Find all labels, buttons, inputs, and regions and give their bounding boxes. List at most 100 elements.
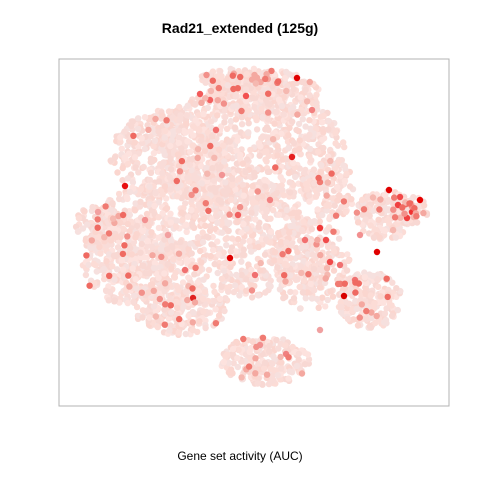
cell-point [267,228,275,235]
cell-point [234,218,241,226]
cell-point [174,304,181,311]
cell-point [334,197,341,204]
cell-point [225,359,233,367]
cell-point [243,156,251,163]
cell-point [233,271,240,279]
high-activity-point [322,236,330,244]
mid-activity-point [245,363,253,370]
cell-point [224,82,231,89]
cell-point [381,227,388,234]
mid-activity-point [324,179,331,186]
cell-point [274,152,281,159]
cell-point [239,238,247,245]
cell-point [133,303,141,311]
cell-point [206,227,214,234]
cell-point [284,83,291,90]
cell-point [304,251,312,258]
cell-point [192,117,199,124]
mid-activity-point [175,250,183,257]
cell-point [131,139,138,146]
cell-point [146,176,154,184]
cell-point [119,164,126,172]
high-activity-point [141,216,149,224]
cell-point [248,294,256,301]
cell-point [131,292,138,299]
cell-point [270,182,277,190]
mid-activity-point [130,132,137,139]
cell-point [87,244,94,251]
cell-point [188,207,195,214]
cell-point [192,213,199,220]
cell-point [227,118,235,125]
cell-point [147,169,155,176]
cell-point [283,239,290,246]
cell-point [124,220,131,228]
mid-activity-point [390,206,397,213]
cell-point [235,67,242,75]
cell-point [243,287,250,294]
cell-point [283,206,291,214]
cell-point [318,266,326,273]
cell-point [286,124,293,132]
mid-activity-point [391,194,398,201]
cell-point [119,177,126,184]
cell-point [324,296,331,304]
cell-point [143,254,151,261]
cell-point [216,295,224,302]
cell-point [220,267,228,275]
cell-point [184,174,191,181]
cell-point [301,361,309,368]
cell-point [354,219,362,226]
cell-point [96,243,103,251]
cell-point [233,338,240,346]
cell-point [113,266,121,273]
cell-point [213,90,220,98]
cell-point [325,117,332,125]
cell-point [277,238,285,246]
mid-activity-point [399,204,406,211]
cell-point [195,201,202,208]
mid-activity-point [305,271,312,278]
cell-point [111,298,118,305]
cell-point [331,202,338,209]
cell-point [335,159,342,166]
cell-point [334,184,341,191]
mid-activity-point [411,205,418,212]
cell-point [220,358,227,366]
cell-point [273,190,280,197]
cell-point [113,233,121,240]
cell-point [173,298,180,306]
cell-point [150,303,158,310]
mid-activity-point [265,109,272,116]
cell-point [290,85,297,93]
cell-point [139,227,147,235]
cell-point [202,142,209,149]
cell-point [203,164,210,171]
cell-point [372,226,379,233]
mid-activity-point [101,234,108,241]
cell-point [350,316,357,323]
cell-point [362,216,369,223]
cell-point [218,283,225,290]
cell-point [128,122,135,129]
cell-point [332,140,339,147]
cell-point [271,120,278,127]
cell-point [270,367,278,374]
cell-point [222,295,229,302]
cell-point [155,199,162,206]
mid-activity-point [152,313,160,320]
cell-point [107,157,114,164]
high-activity-point [288,153,296,161]
cell-point [191,271,198,278]
cell-point [296,305,304,312]
cell-point [248,209,255,217]
cell-point [192,100,199,108]
cell-point [220,249,227,256]
cell-point [223,242,230,249]
cell-point [377,293,384,300]
cell-point [183,221,190,228]
cell-point [167,155,174,163]
mid-activity-point [145,126,152,133]
mid-activity-point [253,343,260,351]
cell-point [129,179,137,186]
